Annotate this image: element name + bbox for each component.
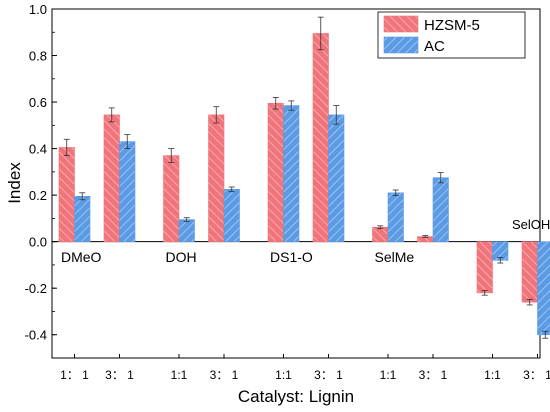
bar: [537, 241, 550, 336]
bar: [283, 105, 300, 242]
x-tick-label: 3： 1: [523, 368, 550, 382]
y-tick-label: 0.2: [29, 188, 47, 203]
legend: HZSM-5 AC: [377, 11, 526, 59]
x-tick-label: 3： 1: [210, 368, 239, 382]
bar: [521, 241, 538, 303]
group-label: DMeO: [61, 249, 102, 265]
group-labels: DMeO DOH DS1-O SelMe SelOH: [61, 217, 550, 265]
bar: [223, 189, 240, 242]
y-axis: -0.4 -0.2 0.0 0.2 0.4 0.6 0.8 1.0: [25, 2, 57, 359]
x-tick-label: 1:1: [380, 368, 397, 382]
bar: [178, 219, 195, 242]
bars: [58, 33, 550, 336]
x-tick-label: 1:1: [171, 368, 188, 382]
x-tick-label: 3： 1: [419, 368, 448, 382]
bar: [119, 141, 136, 242]
x-axis: 1： 1 3： 1 1:1 3： 1 1:1 3： 1 1:1 3： 1 1:1 3： 1: [60, 354, 550, 382]
y-tick-label: 0.8: [29, 49, 47, 64]
group-label: DOH: [166, 249, 197, 265]
y-axis-label: Index: [5, 162, 24, 204]
y-tick-label: 0.0: [29, 235, 47, 250]
x-tick-label: 3： 1: [314, 368, 343, 382]
bar: [208, 114, 225, 242]
bar: [432, 177, 449, 242]
bar: [328, 114, 345, 242]
bar: [312, 33, 329, 242]
bar: [103, 114, 120, 242]
y-tick-label: -0.2: [25, 281, 47, 296]
group-label: SelOH: [512, 217, 550, 232]
bar: [267, 102, 284, 242]
legend-label-hzsm5: HZSM-5: [424, 17, 480, 34]
x-axis-label: Catalyst: Lignin: [238, 387, 354, 406]
bar: [476, 241, 493, 294]
y-tick-label: 1.0: [29, 2, 47, 17]
plot-area: [51, 8, 541, 359]
x-tick-label: 1:1: [484, 368, 501, 382]
x-tick-label: 1:1: [275, 368, 292, 382]
group-label: SelMe: [375, 249, 415, 265]
x-tick-label: 1： 1: [60, 368, 89, 382]
y-tick-label: 0.4: [29, 142, 47, 157]
bar: [74, 195, 91, 242]
y-tick-label: -0.4: [25, 328, 47, 343]
legend-swatch-ac: [383, 36, 419, 54]
bar: [58, 147, 75, 242]
error-bars: [63, 16, 549, 339]
group-label: DS1-O: [270, 249, 313, 265]
y-tick-label: 0.6: [29, 95, 47, 110]
bar: [372, 226, 389, 242]
x-tick-label: 3： 1: [105, 368, 134, 382]
bar: [387, 192, 404, 242]
legend-label-ac: AC: [424, 38, 445, 55]
bar: [163, 155, 180, 242]
legend-swatch-hzsm5: [383, 15, 419, 33]
